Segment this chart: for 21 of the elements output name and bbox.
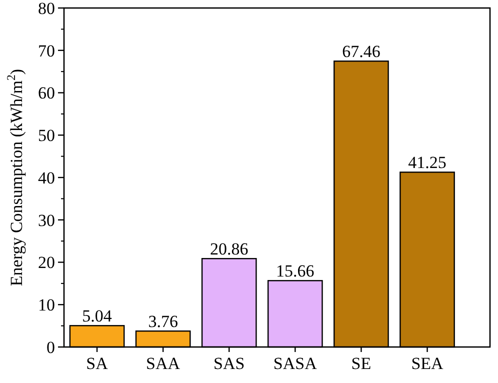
data-label: 15.66: [276, 262, 314, 281]
x-tick-label: SASA: [273, 354, 318, 373]
y-tick-label: 20: [38, 253, 55, 272]
data-label: 41.25: [408, 153, 446, 172]
y-tick-label: 40: [38, 168, 55, 188]
y-tick-label: 50: [38, 126, 55, 146]
data-label: 3.76: [148, 312, 178, 332]
y-tick-label: 60: [38, 84, 55, 103]
y-tick-label: 30: [38, 210, 55, 230]
y-tick-label: 80: [38, 0, 55, 18]
data-label: 5.04: [82, 306, 112, 326]
data-label: 67.46: [342, 42, 380, 62]
x-tick-label: SAA: [146, 354, 181, 373]
y-tick-label: 10: [38, 296, 55, 315]
data-label: 20.86: [210, 240, 248, 259]
x-tick-label: SA: [86, 354, 109, 373]
x-tick-label: SAS: [214, 354, 245, 373]
y-tick-label: 0: [46, 338, 55, 357]
x-tick-label: SE: [351, 354, 372, 373]
x-tick-label: SEA: [411, 354, 444, 373]
y-tick-label: 70: [38, 41, 55, 60]
